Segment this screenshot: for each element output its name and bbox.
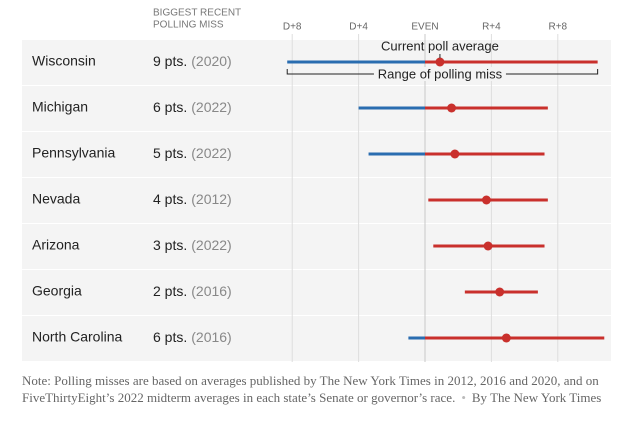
miss-value: 9 pts. [153,53,187,69]
x-tick-label: EVEN [411,22,438,33]
state-label: Nevada [32,191,80,207]
x-tick-label: R+4 [482,22,501,33]
annotation-bg [373,67,506,81]
miss-year: (2022) [191,99,231,115]
note: Note: Polling misses are based on averag… [22,372,602,406]
x-tick-label: D+8 [283,22,302,33]
state-label: Pennsylvania [32,145,115,161]
x-tick-label: R+8 [548,22,567,33]
miss-value: 6 pts. [153,329,187,345]
miss-value: 3 pts. [153,237,187,253]
chart: BIGGEST RECENT POLLING MISS D+8 D+4 EVEN R+… [22,8,611,362]
column-header: POLLING MISS [153,20,224,31]
x-tick-label: D+4 [349,22,368,33]
miss-label: 6 pts. (2022) [153,99,232,115]
miss-year: (2020) [191,53,231,69]
current-average [495,287,505,297]
state-label: Georgia [32,283,82,299]
miss-year: (2022) [191,237,231,253]
miss-year: (2012) [191,191,231,207]
separator: • [461,390,466,405]
miss-year: (2022) [191,145,231,161]
miss-value: 6 pts. [153,99,187,115]
miss-value: 5 pts. [153,145,187,161]
miss-label: 9 pts. (2020) [153,53,232,69]
annotation-current: Current poll average [381,38,499,53]
miss-label: 2 pts. (2016) [153,283,232,299]
annotation-range: Range of polling miss [378,66,503,81]
miss-label: 5 pts. (2022) [153,145,232,161]
miss-label: 6 pts. (2016) [153,329,232,345]
state-label: North Carolina [32,329,122,345]
state-label: Arizona [32,237,80,253]
miss-value: 4 pts. [153,191,187,207]
state-label: Michigan [32,99,88,115]
column-header: BIGGEST RECENT [153,8,241,19]
current-average [447,103,457,113]
current-average [483,241,493,251]
miss-value: 2 pts. [153,283,187,299]
byline: By The New York Times [471,390,602,405]
current-average [481,195,491,205]
current-average [501,333,511,343]
note-text: Note: Polling misses are based on averag… [22,373,599,405]
miss-year: (2016) [191,329,231,345]
current-average [435,57,445,67]
miss-label: 4 pts. (2012) [153,191,232,207]
miss-year: (2016) [191,283,231,299]
miss-label: 3 pts. (2022) [153,237,232,253]
current-average [450,149,460,159]
state-label: Wisconsin [32,53,96,69]
